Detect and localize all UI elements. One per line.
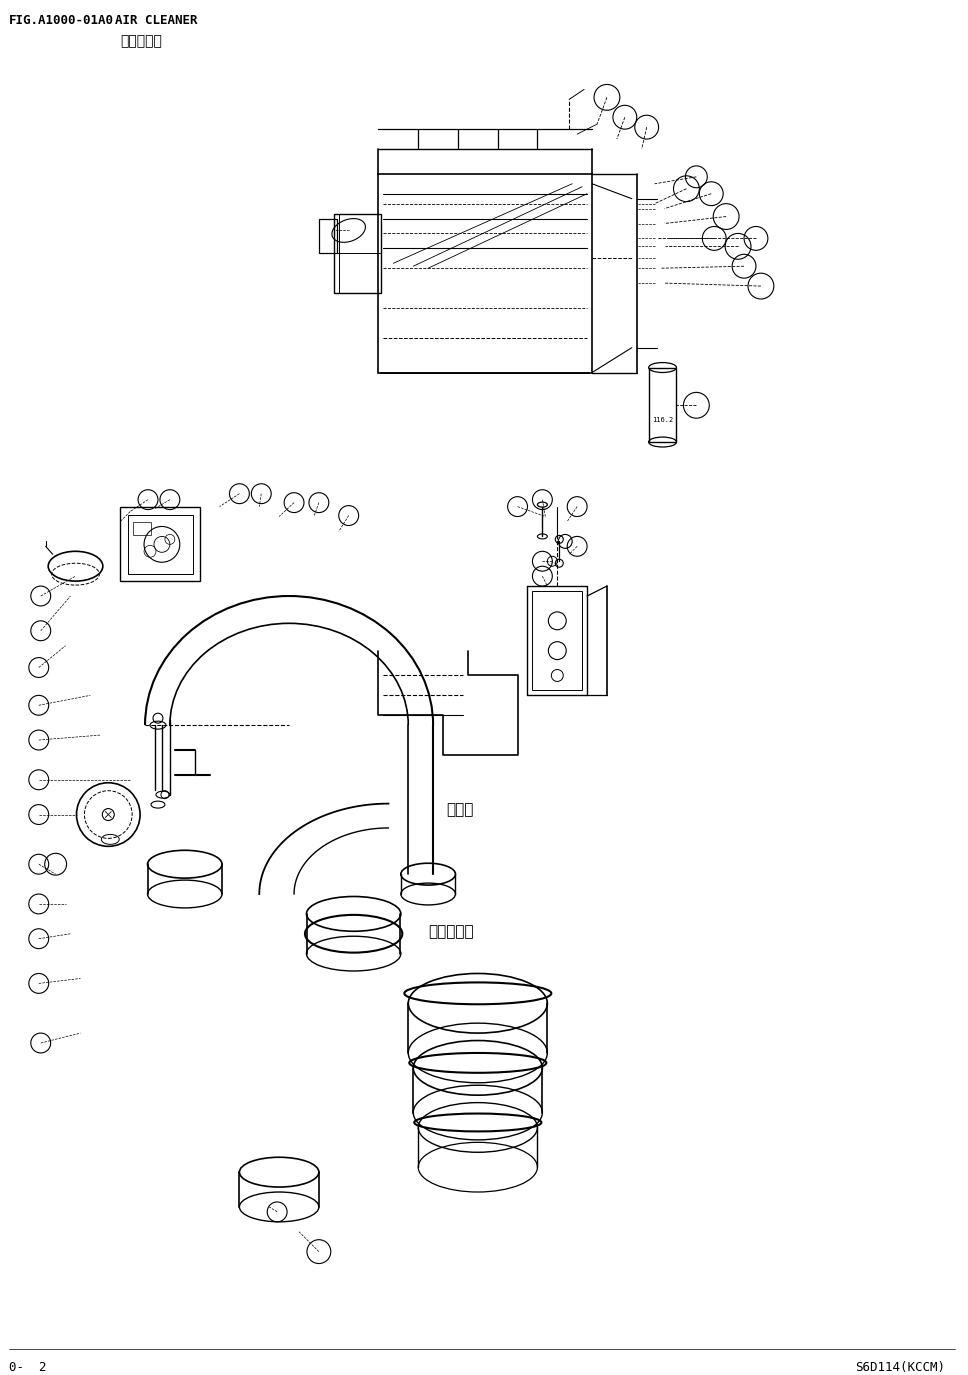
Text: 涡轮增压器: 涡轮增压器 xyxy=(428,924,473,939)
Bar xyxy=(649,367,677,441)
Text: 0-  2: 0- 2 xyxy=(9,1361,46,1374)
Bar xyxy=(120,506,199,582)
Bar xyxy=(378,173,592,373)
Text: FIG.A1000-01A0: FIG.A1000-01A0 xyxy=(9,14,114,28)
Text: 发动机: 发动机 xyxy=(446,803,473,818)
Text: AIR CLEANER: AIR CLEANER xyxy=(115,14,197,28)
Bar xyxy=(334,213,381,293)
Bar xyxy=(134,521,151,535)
Bar xyxy=(318,219,337,253)
Text: 空气滤清器: 空气滤清器 xyxy=(120,34,162,48)
Text: S6D114(KCCM): S6D114(KCCM) xyxy=(856,1361,946,1374)
Bar xyxy=(128,514,193,575)
Text: 116.2: 116.2 xyxy=(652,417,674,424)
Bar xyxy=(532,591,582,690)
